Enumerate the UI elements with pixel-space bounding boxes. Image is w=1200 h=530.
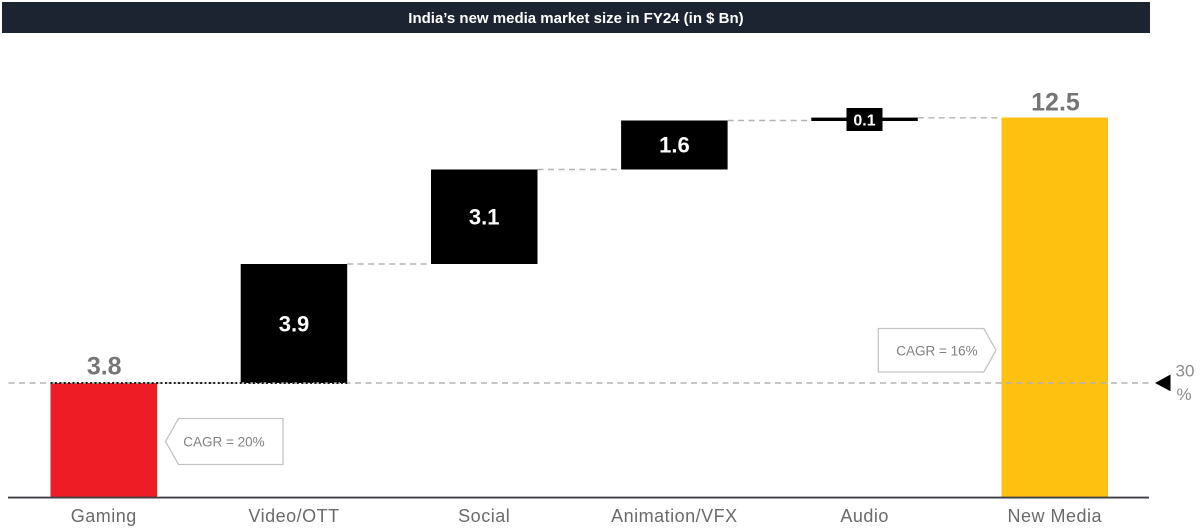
svg-text:Animation/VFX: Animation/VFX bbox=[611, 506, 738, 526]
svg-text:3.9: 3.9 bbox=[279, 312, 310, 337]
svg-text:Video/OTT: Video/OTT bbox=[248, 506, 339, 526]
svg-text:30: 30 bbox=[1176, 362, 1195, 381]
svg-text:New Media: New Media bbox=[1008, 506, 1103, 526]
svg-text:CAGR = 20%: CAGR = 20% bbox=[183, 435, 264, 450]
svg-text:India’s new media market size: India’s new media market size in FY24 (i… bbox=[408, 10, 743, 27]
svg-text:12.5: 12.5 bbox=[1031, 89, 1080, 117]
svg-text:Gaming: Gaming bbox=[71, 506, 137, 526]
svg-text:%: % bbox=[1177, 385, 1192, 404]
svg-text:0.1: 0.1 bbox=[853, 113, 875, 130]
svg-text:Social: Social bbox=[458, 506, 510, 526]
svg-text:CAGR = 16%: CAGR = 16% bbox=[896, 344, 977, 359]
svg-text:Audio: Audio bbox=[840, 506, 889, 526]
svg-text:3.8: 3.8 bbox=[87, 353, 122, 381]
svg-text:3.1: 3.1 bbox=[469, 205, 500, 230]
svg-text:1.6: 1.6 bbox=[659, 133, 690, 158]
